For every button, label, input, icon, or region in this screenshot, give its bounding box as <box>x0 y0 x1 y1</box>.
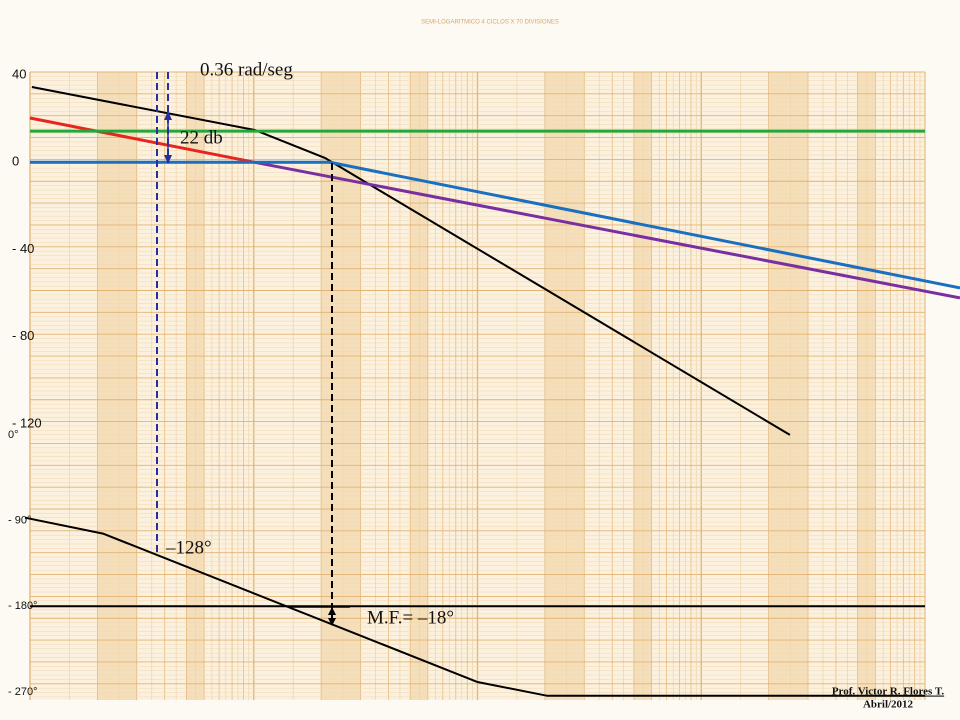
annotation: 0.36 rad/seg <box>200 59 293 80</box>
arrow-head <box>328 607 336 615</box>
y-tick-label: - 90° <box>8 515 31 527</box>
credit: Prof. Victor R. Flores T. <box>832 686 945 698</box>
series-line <box>24 516 925 697</box>
credit: Abril/2012 <box>863 699 914 711</box>
series-line <box>29 116 255 164</box>
y-tick-label: 0° <box>8 429 19 441</box>
y-tick-label: 40 <box>12 66 26 81</box>
y-tick-label: - 180° <box>8 600 37 612</box>
paper-header: SEMI-LOGARITMICO 4 CICLOS X 70 DIVISIONE… <box>421 20 559 26</box>
y-tick-label: - 40 <box>12 241 34 256</box>
y-tick-label: 0 <box>12 154 19 169</box>
arrow-head <box>164 155 172 164</box>
series-line <box>30 160 960 290</box>
paper-band <box>410 72 428 700</box>
series-line <box>254 160 960 300</box>
paper-band <box>857 72 876 700</box>
y-tick-label: - 120 <box>12 415 42 430</box>
arrow-head <box>328 618 336 626</box>
annotation: M.F.= –18° <box>367 607 454 628</box>
series-line <box>31 86 791 436</box>
paper-band <box>186 72 205 700</box>
annotation: –128° <box>165 537 212 558</box>
y-tick-label: - 270° <box>8 686 37 698</box>
paper-band <box>633 72 652 700</box>
arrow-head <box>164 111 172 120</box>
annotation: 22 db <box>180 127 223 148</box>
y-tick-label: - 80 <box>12 328 34 343</box>
graph-paper <box>29 71 926 700</box>
